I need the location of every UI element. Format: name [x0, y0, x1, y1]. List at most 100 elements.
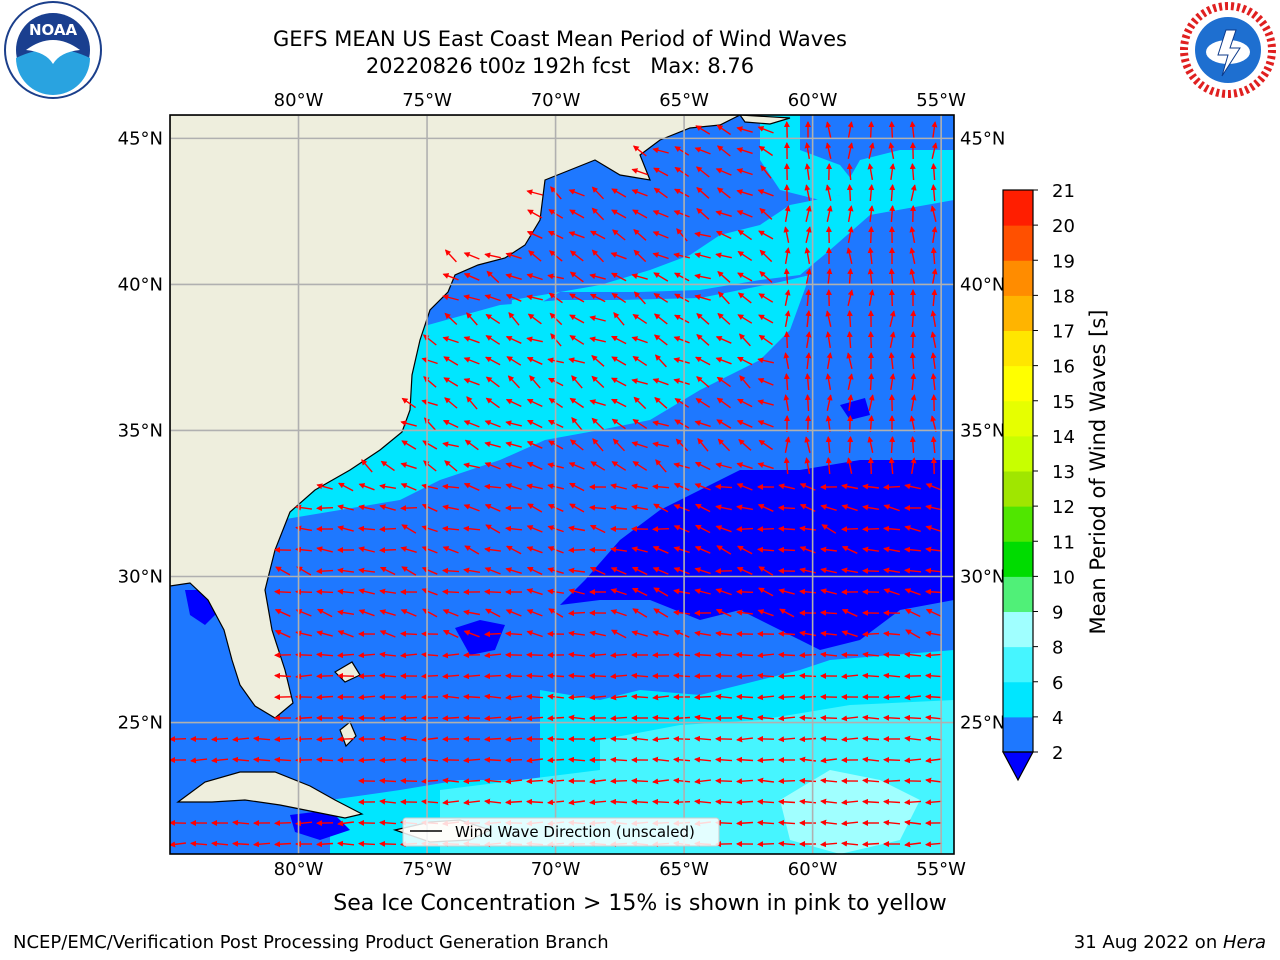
wave-direction-arrow [673, 357, 690, 364]
wave-direction-arrow [841, 673, 859, 680]
wave-direction-arrow [505, 483, 522, 491]
wave-direction-arrow [170, 736, 187, 743]
wave-direction-arrow [652, 252, 669, 260]
wave-direction-arrow [442, 419, 459, 429]
wave-direction-arrow [931, 289, 938, 307]
wave-direction-arrow [633, 291, 646, 305]
wave-direction-arrow [442, 777, 459, 784]
wave-direction-arrow [883, 567, 901, 574]
wave-direction-arrow [888, 352, 895, 370]
wave-direction-arrow [736, 693, 754, 700]
colorbar-segment [1003, 330, 1033, 367]
wave-direction-arrow [401, 440, 417, 450]
legend-label: Wind Wave Direction (unscaled) [455, 823, 695, 841]
wave-direction-arrow [799, 672, 817, 679]
wave-direction-arrow [526, 398, 543, 408]
wave-direction-arrow [652, 630, 669, 637]
wave-direction-arrow [931, 142, 938, 159]
wave-direction-arrow [274, 756, 292, 763]
wave-direction-arrow [930, 205, 937, 222]
wave-direction-arrow [909, 163, 916, 181]
wave-direction-arrow [694, 420, 711, 428]
wave-direction-arrow [883, 694, 901, 701]
wave-direction-arrow [463, 483, 480, 491]
wave-direction-arrow [506, 545, 522, 555]
wave-direction-arrow [527, 503, 543, 513]
wave-direction-arrow [508, 312, 520, 326]
wave-direction-arrow [211, 736, 229, 743]
wave-direction-arrow [757, 546, 775, 553]
wave-direction-arrow [805, 268, 812, 285]
wave-direction-arrow [569, 271, 584, 283]
wave-direction-arrow [569, 439, 584, 451]
wave-direction-arrow [737, 272, 753, 282]
wave-direction-arrow [569, 314, 585, 324]
wave-direction-arrow [930, 415, 937, 432]
wave-direction-arrow [442, 294, 459, 301]
wave-direction-arrow [736, 168, 753, 176]
wave-direction-arrow [674, 398, 690, 408]
wave-direction-arrow [526, 672, 544, 679]
wave-direction-arrow [401, 566, 417, 576]
wave-direction-arrow [338, 482, 354, 492]
wave-direction-arrow [805, 226, 812, 243]
wave-direction-arrow [400, 420, 417, 427]
wave-direction-arrow [444, 312, 458, 326]
wave-direction-arrow [568, 630, 585, 637]
wave-direction-arrow [715, 357, 732, 365]
wave-direction-arrow [610, 798, 628, 805]
wave-direction-arrow [631, 798, 649, 805]
wave-direction-arrow [758, 587, 774, 597]
wave-direction-arrow [862, 526, 880, 533]
wave-direction-arrow [930, 373, 937, 391]
wave-direction-arrow [925, 630, 943, 637]
colorbar-segment [1003, 611, 1033, 648]
wave-direction-arrow [421, 399, 438, 406]
wave-direction-arrow [211, 840, 229, 847]
wave-direction-arrow [379, 630, 396, 638]
lat-label-right: 30°N [960, 567, 1005, 588]
wave-direction-arrow [505, 630, 523, 637]
wave-direction-arrow [673, 735, 691, 742]
wave-direction-arrow [379, 566, 396, 576]
wave-direction-arrow [868, 142, 875, 159]
wave-direction-arrow [232, 819, 250, 826]
wave-direction-arrow [316, 546, 333, 553]
wave-direction-arrow [631, 504, 649, 511]
wave-direction-arrow [463, 273, 480, 281]
wave-direction-arrow [526, 357, 543, 365]
wave-direction-arrow [757, 652, 775, 659]
wave-direction-arrow [825, 436, 832, 454]
wave-direction-arrow [506, 356, 522, 366]
wave-direction-arrow [484, 736, 502, 743]
wave-direction-arrow [484, 546, 501, 553]
wave-direction-arrow [826, 268, 833, 286]
wave-direction-arrow [463, 799, 480, 806]
wave-direction-arrow [253, 841, 271, 848]
wave-direction-arrow [889, 436, 896, 454]
wave-direction-arrow [652, 231, 669, 239]
wave-direction-arrow [673, 378, 690, 385]
wave-direction-arrow [505, 462, 522, 469]
lon-label-bottom: 80°W [274, 859, 324, 880]
wave-direction-arrow [633, 229, 647, 241]
wave-direction-arrow [694, 651, 712, 658]
wave-direction-arrow [591, 417, 605, 431]
lon-labels-top: 80°W 75°W 70°W 65°W 60°W 55°W [274, 90, 967, 111]
wave-direction-arrow [505, 799, 523, 806]
lon-label-bottom: 60°W [788, 859, 838, 880]
wave-direction-arrow [783, 352, 790, 370]
wave-direction-arrow [673, 483, 690, 491]
wave-direction-arrow [931, 121, 938, 138]
wave-direction-arrow [931, 226, 938, 244]
wave-direction-arrow [862, 504, 880, 511]
wave-direction-arrow [613, 312, 625, 326]
wave-direction-arrow [862, 672, 880, 679]
wave-direction-arrow [778, 778, 796, 785]
wave-direction-arrow [715, 609, 732, 617]
wave-direction-arrow [526, 798, 544, 805]
wave-direction-arrow [442, 567, 460, 574]
wave-direction-arrow [847, 394, 854, 411]
wave-direction-arrow [695, 503, 711, 513]
wave-direction-arrow [695, 166, 710, 178]
